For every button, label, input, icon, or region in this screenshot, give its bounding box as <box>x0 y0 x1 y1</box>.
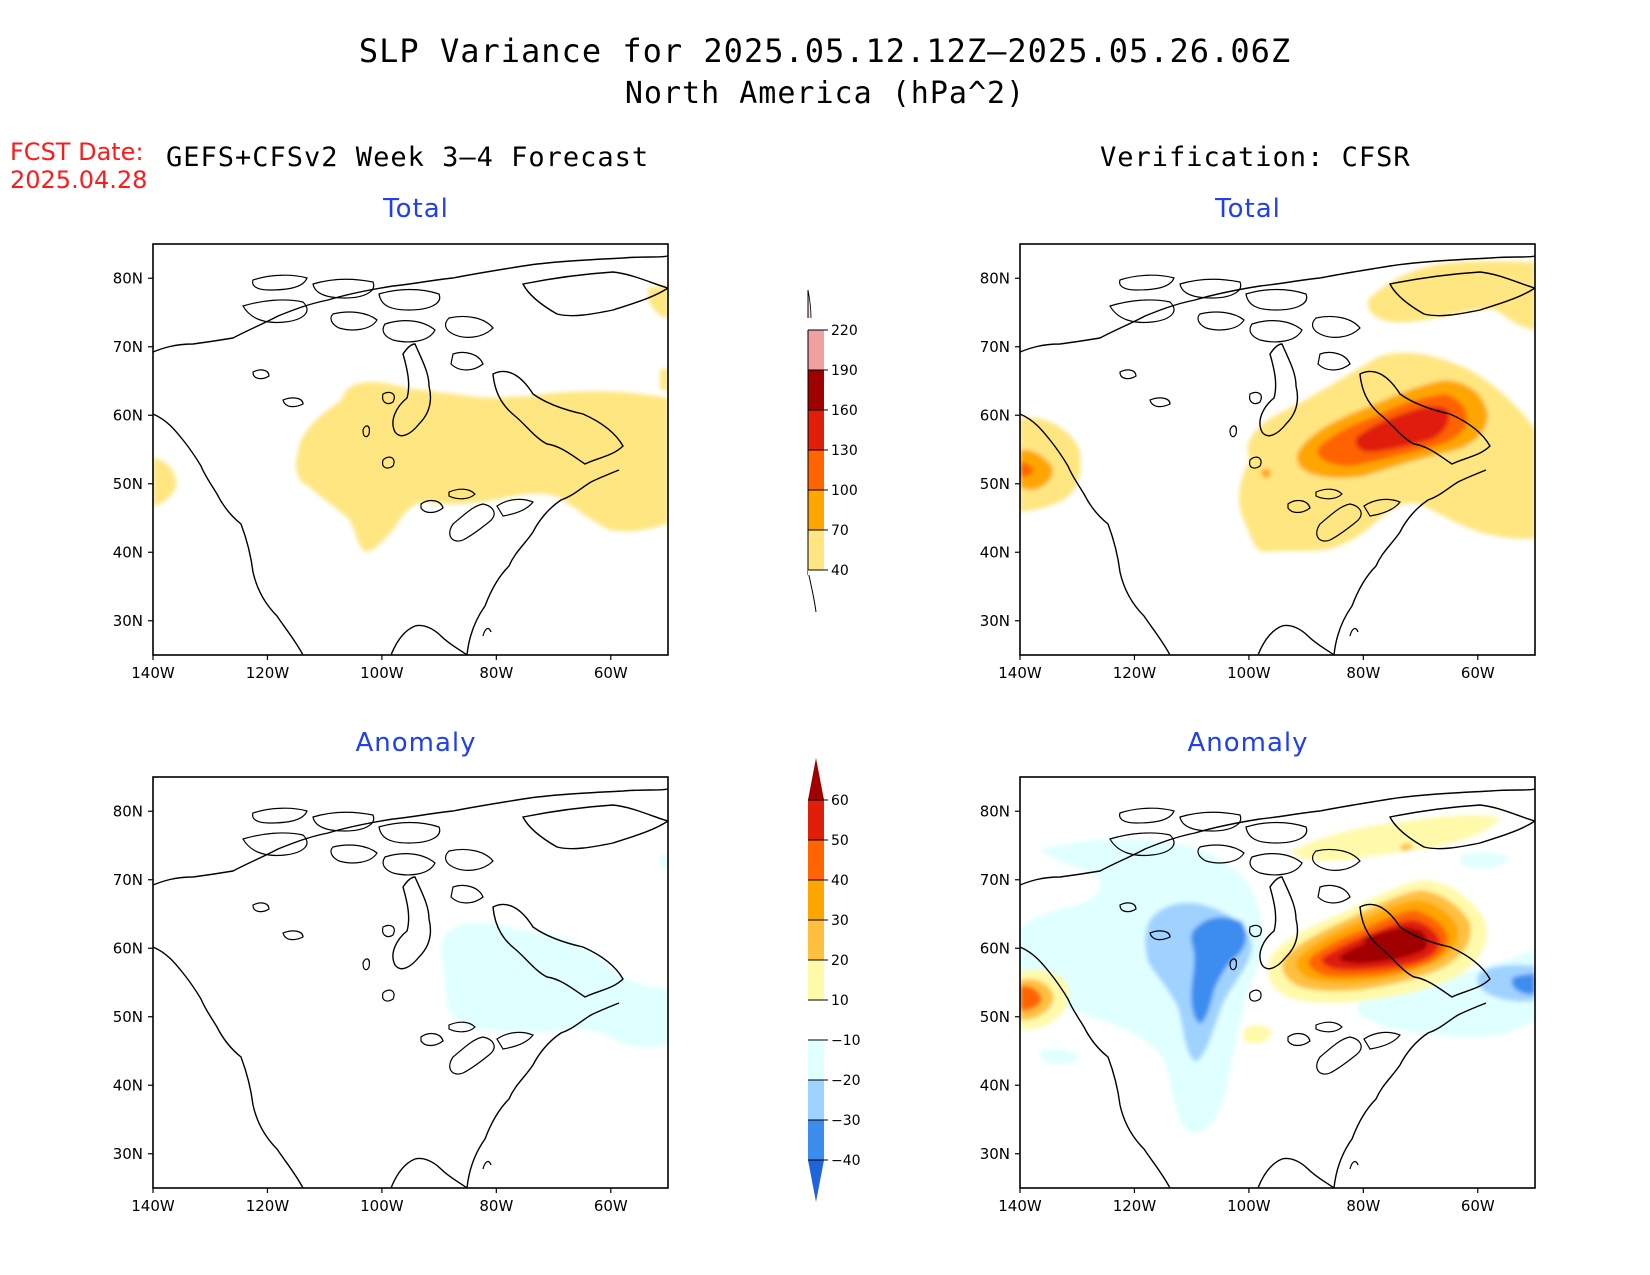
verification-total-map <box>1019 243 1536 656</box>
lat-tick-label: 40N <box>113 1076 143 1094</box>
anomaly-colorbar-label: 10 <box>831 993 849 1009</box>
forecast-total-title: Total <box>383 194 449 224</box>
lon-tick-label: 120W <box>1113 1197 1157 1215</box>
lat-tick-label: 80N <box>980 802 1010 820</box>
anomaly-colorbar-bottom-arrow <box>808 1160 824 1202</box>
total-colorbar-label: 160 <box>831 403 858 419</box>
total-colorbar-swatch <box>808 330 824 370</box>
total-colorbar-label: 220 <box>831 323 858 339</box>
lat-tick-label: 50N <box>980 475 1010 493</box>
lat-tick-label: 70N <box>980 338 1010 356</box>
anomaly-colorbar-label: −40 <box>831 1153 861 1169</box>
lat-tick-label: 60N <box>113 406 143 424</box>
lon-tick-label: 120W <box>246 664 290 682</box>
total-colorbar-label: 130 <box>831 443 858 459</box>
lon-tick-label: 60W <box>594 1197 628 1215</box>
lat-tick-label: 30N <box>980 1145 1010 1163</box>
lat-tick-label: 60N <box>980 939 1010 957</box>
lon-tick-label: 100W <box>1227 664 1271 682</box>
anomaly-colorbar-label: −10 <box>831 1033 861 1049</box>
lat-tick-label: 30N <box>113 1145 143 1163</box>
verification-anomaly-title: Anomaly <box>1187 728 1309 758</box>
total-colorbar-swatch <box>808 530 824 570</box>
anomaly-colorbar-swatch <box>808 1120 824 1160</box>
lon-tick-label: 100W <box>360 664 404 682</box>
lon-tick-label: 80W <box>479 664 513 682</box>
total-colorbar-swatch <box>808 410 824 450</box>
lon-tick-label: 100W <box>360 1197 404 1215</box>
anomaly-colorbar-swatch <box>808 920 824 960</box>
verification-heading: Verification: CFSR <box>1100 142 1411 173</box>
lon-tick-label: 60W <box>594 664 628 682</box>
lat-tick-label: 60N <box>113 939 143 957</box>
lat-tick-label: 50N <box>980 1008 1010 1026</box>
total-colorbar-swatch <box>808 490 824 530</box>
anomaly-colorbar-label: 40 <box>831 873 849 889</box>
forecast-total-map <box>152 243 669 656</box>
anomaly-colorbar-label: 50 <box>831 833 849 849</box>
forecast-date-label: FCST Date: <box>10 138 144 166</box>
total-colorbar-label: 40 <box>831 563 849 579</box>
total-colorbar-swatch <box>808 370 824 410</box>
total-colorbar-label: 70 <box>831 523 849 539</box>
anomaly-colorbar-swatch <box>808 840 824 880</box>
anomaly-colorbar-label: 20 <box>831 953 849 969</box>
anomaly-colorbar-label: −20 <box>831 1073 861 1089</box>
forecast-anomaly-title: Anomaly <box>355 728 477 758</box>
lat-tick-label: 70N <box>113 871 143 889</box>
lat-tick-label: 80N <box>113 269 143 287</box>
lat-tick-label: 50N <box>113 1008 143 1026</box>
lat-tick-label: 70N <box>980 871 1010 889</box>
lon-tick-label: 140W <box>131 664 175 682</box>
lon-tick-label: 80W <box>1346 664 1380 682</box>
anomaly-colorbar-swatch <box>808 1040 824 1080</box>
anomaly-colorbar-swatch <box>808 1000 824 1040</box>
forecast-anomaly-map <box>152 776 669 1189</box>
map-axes: 80N 70N 60N 50N 40N 30N 140W 120W 100W 80W 60W 80N 7… <box>113 269 1495 1215</box>
lat-tick-label: 40N <box>980 1076 1010 1094</box>
anomaly-colorbar-top-arrow <box>808 758 824 800</box>
anomaly-colorbar-label: 60 <box>831 793 849 809</box>
lon-tick-label: 140W <box>998 1197 1042 1215</box>
lat-tick-label: 50N <box>113 475 143 493</box>
lon-tick-label: 100W <box>1227 1197 1271 1215</box>
verification-anomaly-map <box>1019 776 1536 1189</box>
anomaly-colorbar-swatch <box>808 960 824 1000</box>
total-colorbar: 40 70 100 130 160 190 220 <box>807 289 858 613</box>
lat-tick-label: 80N <box>980 269 1010 287</box>
lon-tick-label: 80W <box>479 1197 513 1215</box>
lat-tick-label: 40N <box>113 543 143 561</box>
lon-tick-label: 120W <box>246 1197 290 1215</box>
lon-tick-label: 120W <box>1113 664 1157 682</box>
anomaly-colorbar-label: −30 <box>831 1113 861 1129</box>
anomaly-colorbar-swatch <box>808 880 824 920</box>
lat-tick-label: 80N <box>113 802 143 820</box>
total-colorbar-swatch <box>808 570 824 575</box>
lon-tick-label: 140W <box>998 664 1042 682</box>
lon-tick-label: 60W <box>1461 664 1495 682</box>
anomaly-colorbar-label: 30 <box>831 913 849 929</box>
lon-tick-label: 140W <box>131 1197 175 1215</box>
figure-subtitle: North America (hPa^2) <box>624 76 1026 111</box>
lon-tick-label: 80W <box>1346 1197 1380 1215</box>
lat-tick-label: 70N <box>113 338 143 356</box>
figure-title: SLP Variance for 2025.05.12.12Z–2025.05.… <box>358 32 1292 70</box>
lon-tick-label: 60W <box>1461 1197 1495 1215</box>
anomaly-colorbar: 60 50 40 30 20 10 −10 −20 −30 −40 <box>808 758 861 1202</box>
lat-tick-label: 40N <box>980 543 1010 561</box>
anomaly-colorbar-swatch <box>808 800 824 840</box>
anomaly-colorbar-swatch <box>808 1080 824 1120</box>
lat-tick-label: 30N <box>980 612 1010 630</box>
lat-tick-label: 30N <box>113 612 143 630</box>
total-colorbar-label: 190 <box>831 363 858 379</box>
verification-total-title: Total <box>1215 194 1281 224</box>
lat-tick-label: 60N <box>980 406 1010 424</box>
total-colorbar-label: 100 <box>831 483 858 499</box>
forecast-date-value: 2025.04.28 <box>10 166 148 194</box>
forecast-model-heading: GEFS+CFSv2 Week 3–4 Forecast <box>166 142 650 173</box>
total-colorbar-swatch <box>808 450 824 490</box>
